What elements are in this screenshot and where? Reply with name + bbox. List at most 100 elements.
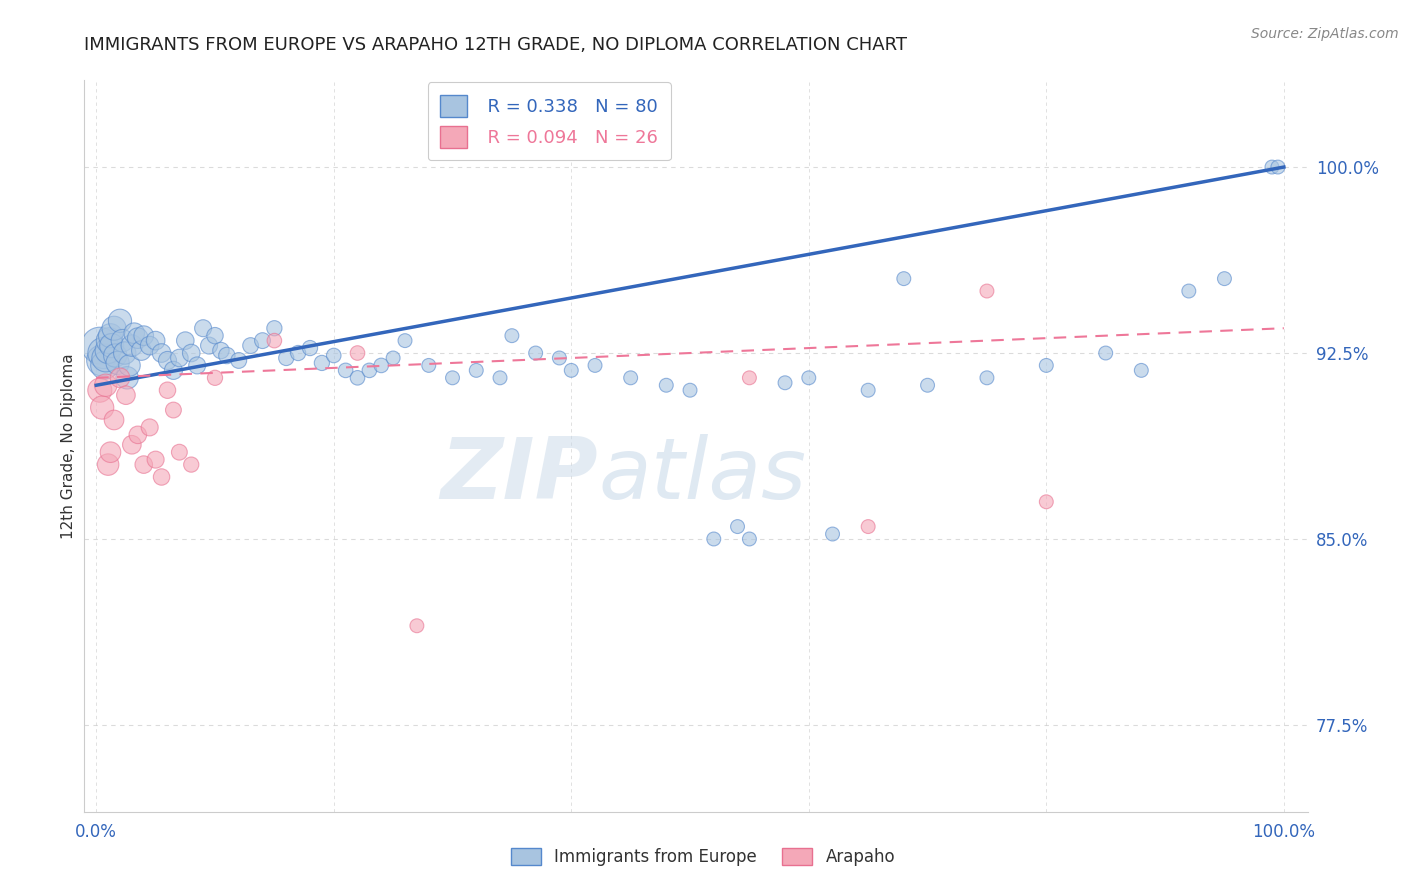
Text: Source: ZipAtlas.com: Source: ZipAtlas.com [1251, 27, 1399, 41]
Point [501, 328, 523, 343]
Point [239, 338, 262, 352]
Text: atlas: atlas [598, 434, 806, 516]
Point [335, 363, 357, 377]
Point [93, 346, 115, 360]
Y-axis label: 12th Grade, No Diploma: 12th Grade, No Diploma [60, 353, 76, 539]
Point [180, 458, 202, 472]
Point [298, 341, 321, 355]
Point [548, 351, 571, 365]
Point [132, 328, 155, 343]
Point [100, 445, 122, 459]
Point [94, 378, 117, 392]
Point [856, 519, 879, 533]
Point [138, 338, 160, 352]
Point [797, 371, 820, 385]
Point [198, 338, 221, 352]
Point [276, 351, 298, 365]
Point [121, 338, 143, 352]
Point [228, 353, 250, 368]
Point [107, 356, 129, 370]
Point [204, 328, 226, 343]
Point [150, 470, 173, 484]
Point [382, 351, 405, 365]
Point [127, 331, 149, 345]
Point [118, 359, 141, 373]
Point [441, 371, 464, 385]
Point [620, 371, 643, 385]
Point [418, 359, 440, 373]
Point [89, 338, 111, 352]
Point [150, 346, 173, 360]
Point [100, 338, 122, 352]
Point [856, 383, 879, 397]
Point [524, 346, 547, 360]
Point [97, 458, 120, 472]
Point [1094, 346, 1116, 360]
Point [108, 371, 131, 385]
Point [394, 334, 416, 348]
Point [252, 334, 274, 348]
Point [1261, 160, 1284, 174]
Point [738, 532, 761, 546]
Point [215, 349, 238, 363]
Point [115, 371, 138, 385]
Point [162, 403, 184, 417]
Point [186, 359, 208, 373]
Point [162, 363, 184, 377]
Point [346, 346, 368, 360]
Point [703, 532, 725, 546]
Legend:   R = 0.338   N = 80,   R = 0.094   N = 26: R = 0.338 N = 80, R = 0.094 N = 26 [427, 82, 671, 161]
Point [97, 343, 120, 358]
Point [917, 378, 939, 392]
Point [1130, 363, 1153, 377]
Point [89, 383, 111, 397]
Point [103, 413, 125, 427]
Point [1035, 495, 1057, 509]
Point [94, 351, 117, 365]
Point [204, 371, 226, 385]
Point [263, 334, 285, 348]
Point [91, 353, 114, 368]
Point [138, 420, 160, 434]
Point [727, 519, 749, 533]
Point [655, 378, 678, 392]
Point [156, 383, 179, 397]
Point [169, 351, 191, 365]
Text: IMMIGRANTS FROM EUROPE VS ARAPAHO 12TH GRADE, NO DIPLOMA CORRELATION CHART: IMMIGRANTS FROM EUROPE VS ARAPAHO 12TH G… [84, 36, 907, 54]
Text: ZIP: ZIP [440, 434, 598, 516]
Point [370, 359, 392, 373]
Point [1035, 359, 1057, 373]
Point [560, 363, 582, 377]
Point [263, 321, 285, 335]
Point [180, 346, 202, 360]
Point [145, 452, 167, 467]
Point [93, 359, 115, 373]
Point [209, 343, 232, 358]
Point [976, 284, 998, 298]
Point [100, 328, 122, 343]
Point [132, 458, 155, 472]
Point [191, 321, 214, 335]
Point [169, 445, 191, 459]
Point [131, 343, 153, 358]
Point [91, 401, 114, 415]
Point [127, 427, 149, 442]
Point [174, 334, 197, 348]
Point [104, 349, 127, 363]
Point [773, 376, 796, 390]
Point [156, 353, 179, 368]
Point [359, 363, 381, 377]
Point [1178, 284, 1201, 298]
Point [489, 371, 512, 385]
Point [122, 326, 145, 341]
Point [465, 363, 488, 377]
Point [114, 346, 136, 360]
Point [322, 349, 344, 363]
Point [976, 371, 998, 385]
Point [311, 356, 333, 370]
Point [406, 619, 429, 633]
Point [111, 334, 134, 348]
Point [893, 271, 915, 285]
Point [103, 321, 125, 335]
Point [115, 388, 138, 402]
